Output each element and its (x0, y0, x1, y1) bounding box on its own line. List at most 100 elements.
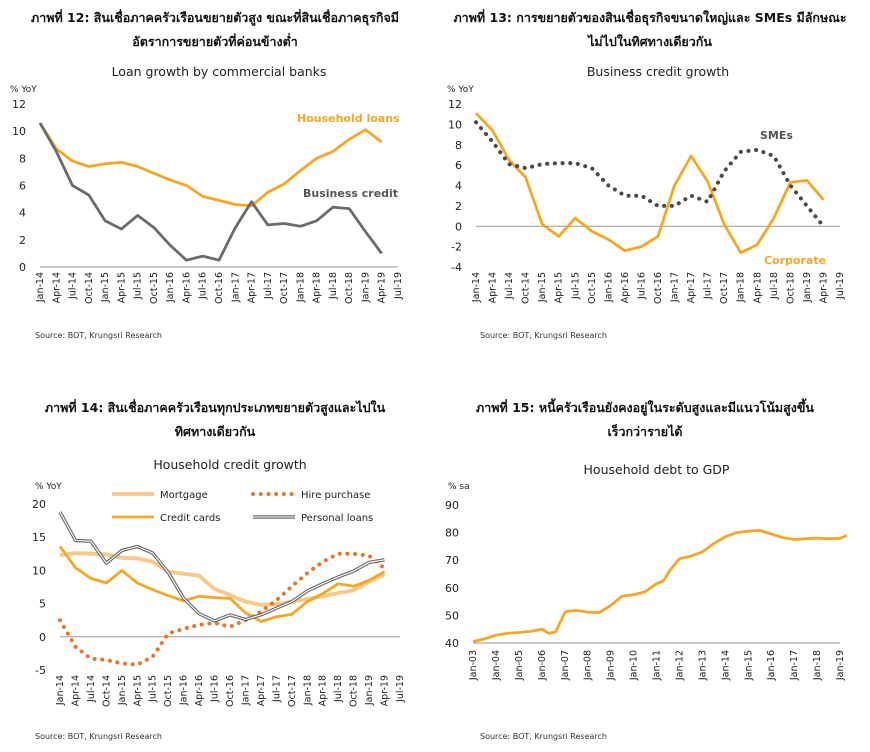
x-tick-label: Oct-14 (521, 272, 532, 304)
x-tick-label: Jan-16 (603, 272, 614, 303)
x-tick-label: Apr-17 (686, 272, 697, 303)
x-tick-label: Oct-16 (214, 272, 225, 304)
legend-label: Personal loans (301, 513, 373, 524)
y-tick-label: 2 (455, 200, 462, 213)
x-tick-label: Jul-16 (198, 272, 209, 300)
x-tick-label: Apr-14 (488, 272, 499, 303)
y-tick-label: 40 (445, 637, 459, 650)
x-tick-label: Oct-18 (344, 272, 355, 304)
legend-label: Hire purchase (301, 490, 370, 501)
chart-title: Household credit growth (153, 457, 306, 472)
y-tick-label: 12 (448, 98, 462, 111)
x-tick-label: Oct-14 (101, 675, 112, 707)
x-tick-label: Jan-12 (674, 650, 685, 681)
x-tick-label: Apr-15 (132, 675, 143, 706)
x-tick-label: Jan-16 (179, 675, 190, 706)
x-tick-label: Jan-11 (652, 650, 663, 681)
series-label: Business credit (303, 187, 398, 200)
x-tick-label: Jul-14 (86, 675, 97, 703)
series-line-hire-purchase (58, 551, 387, 667)
x-tick-label: Jan-14 (55, 675, 66, 706)
series-line-household-debt-to-gdp (472, 529, 848, 643)
x-tick-label: Jan-03 (468, 650, 479, 681)
x-tick-label: Jul-19 (395, 675, 406, 703)
x-tick-label: Jan-15 (537, 272, 548, 303)
chart-title: Household debt to GDP (584, 462, 730, 477)
x-tick-label: Apr-18 (318, 675, 329, 706)
figure-caption: ทิศทางเดียวกัน (175, 424, 256, 439)
x-tick-label: Jul-15 (570, 272, 581, 300)
x-tick-label: Oct-17 (279, 272, 290, 304)
y-tick-label: 0 (455, 220, 462, 233)
x-tick-label: Jan-19 (835, 650, 846, 681)
x-tick-label: Apr-15 (554, 272, 565, 303)
x-tick-label: Jul-19 (393, 272, 404, 300)
figure-caption: ภาพที่ 15: หนี้ครัวเรือนยังคงอยู่ในระดับ… (476, 398, 814, 416)
x-tick-label: Jan-18 (295, 272, 306, 303)
x-tick-label: Jan-13 (697, 650, 708, 681)
x-tick-label: Jan-16 (766, 650, 777, 681)
x-tick-label: Jul-16 (636, 272, 647, 300)
x-tick-label: Jan-17 (789, 650, 800, 681)
x-tick-label: Oct-18 (785, 272, 796, 304)
x-tick-label: Jan-15 (117, 675, 128, 706)
y-tick-label: 60 (445, 582, 459, 595)
x-tick-label: Jul-14 (504, 272, 515, 300)
legend-label: Credit cards (160, 513, 220, 524)
y-axis-unit: % YoY (447, 85, 474, 95)
x-tick-label: Oct-14 (84, 272, 95, 304)
y-tick-label: -2 (451, 241, 462, 254)
chart-source: Source: BOT, Krungsri Research (35, 331, 162, 340)
y-tick-label: 70 (445, 554, 459, 567)
y-tick-label: 0 (39, 631, 46, 644)
y-tick-label: 8 (455, 139, 462, 152)
figure-caption: ภาพที่ 12: สินเชื่อภาคครัวเรือนขยายตัวสู… (31, 9, 399, 26)
x-tick-label: Oct-18 (349, 675, 360, 707)
x-tick-label: Apr-16 (620, 272, 631, 303)
series-line-business-credit (38, 122, 383, 262)
x-tick-label: Jan-19 (360, 272, 371, 303)
figure-caption: อัตราการขยายตัวที่ค่อนข้างต่ำ (132, 33, 297, 49)
x-tick-label: Jan-14 (35, 272, 46, 303)
chart-panel-1: ภาพที่ 12: สินเชื่อภาคครัวเรือนขยายตัวสู… (10, 9, 404, 340)
x-tick-label: Oct-16 (225, 675, 236, 707)
x-tick-label: Jan-18 (302, 675, 313, 706)
x-tick-label: Jul-18 (769, 272, 780, 300)
series-label: Household loans (297, 112, 400, 125)
x-tick-label: Jan-14 (471, 272, 482, 303)
chart-title: Business credit growth (587, 64, 729, 79)
y-tick-label: 12 (12, 98, 26, 111)
chart-panel-4: ภาพที่ 15: หนี้ครัวเรือนยังคงอยู่ในระดับ… (445, 398, 848, 741)
y-tick-label: 8 (19, 152, 26, 165)
x-tick-label: Jan-17 (670, 272, 681, 303)
y-axis-unit: % YoY (10, 85, 37, 95)
chart-panel-3: ภาพที่ 14: สินเชื่อภาคครัวเรือนทุกประเภท… (32, 399, 406, 741)
series-line-personal-loans (58, 511, 385, 623)
x-tick-label: Oct-15 (149, 272, 160, 304)
figure-caption: ภาพที่ 13: การขยายตัวของสินเชื่อธุรกิจขน… (453, 9, 846, 26)
figure-caption: ไม่ไปในทิศทางเดียวกัน (586, 34, 712, 49)
series-label: SMEs (760, 129, 793, 142)
y-axis-unit: % YoY (35, 482, 62, 492)
legend-label: Mortgage (160, 490, 208, 501)
x-tick-label: Apr-14 (51, 272, 62, 303)
x-tick-label: Jan-15 (743, 650, 754, 681)
series-line-credit-cards (58, 545, 386, 623)
chart-source: Source: BOT, Krungsri Research (480, 732, 607, 741)
x-tick-label: Apr-15 (116, 272, 127, 303)
x-tick-label: Jan-07 (560, 650, 571, 681)
x-tick-label: Jan-04 (491, 650, 502, 681)
x-tick-label: Jan-08 (583, 650, 594, 681)
x-tick-label: Apr-16 (194, 675, 205, 706)
x-tick-label: Jan-18 (736, 272, 747, 303)
chart-panel-2: ภาพที่ 13: การขยายตัวของสินเชื่อธุรกิจขน… (447, 9, 847, 340)
x-tick-label: Jul-19 (835, 272, 846, 300)
y-tick-label: 0 (19, 261, 26, 274)
x-tick-label: Apr-18 (312, 272, 323, 303)
x-tick-label: Oct-16 (653, 272, 664, 304)
x-tick-label: Jan-19 (802, 272, 813, 303)
x-tick-label: Jul-15 (133, 272, 144, 300)
x-tick-label: Apr-19 (380, 675, 391, 706)
x-tick-label: Apr-17 (247, 272, 258, 303)
